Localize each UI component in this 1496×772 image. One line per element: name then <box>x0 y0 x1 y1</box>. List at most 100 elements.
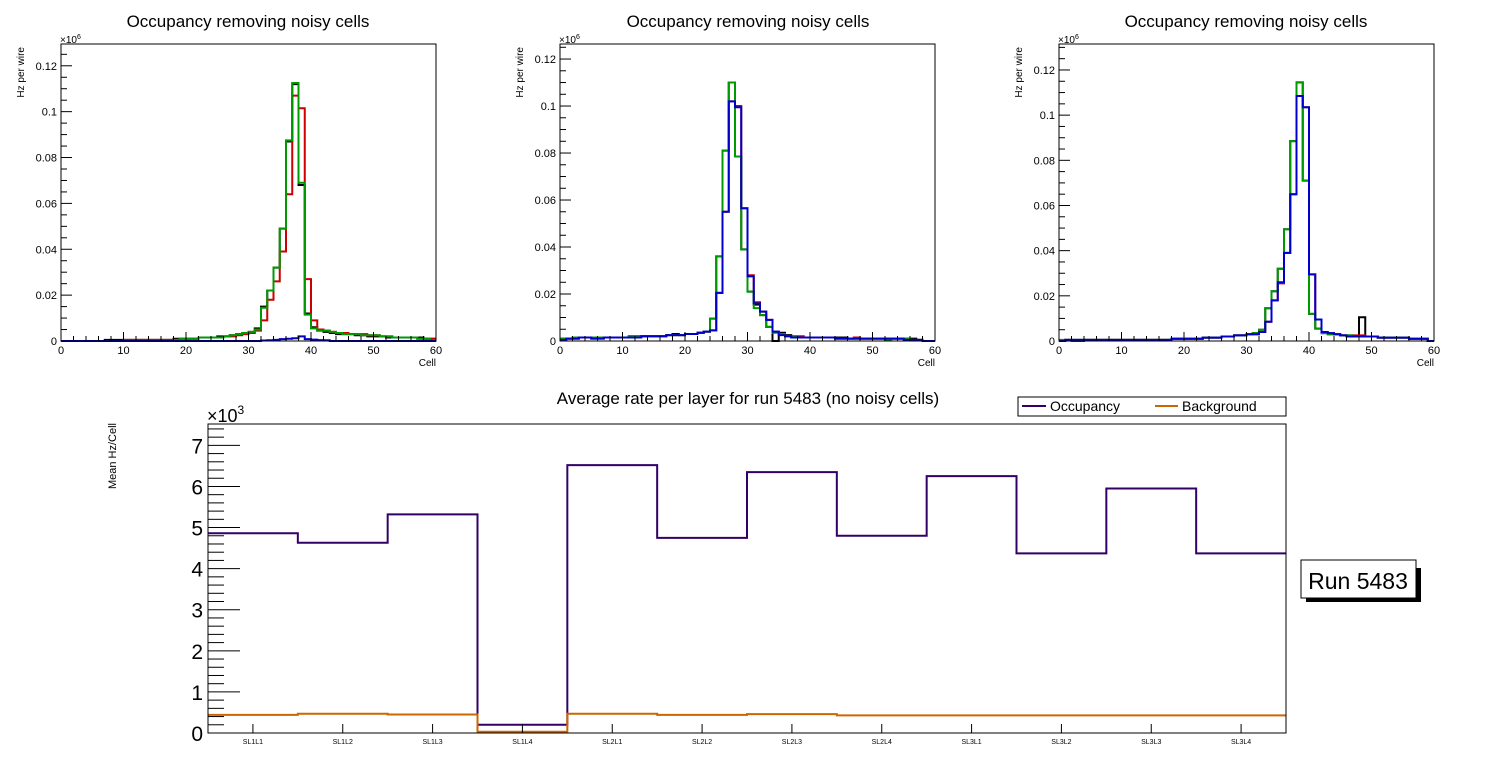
series-line-occupancy <box>208 464 1286 726</box>
x-tick-label: 10 <box>117 345 129 357</box>
legend-label-background: Background <box>1182 398 1257 414</box>
y-tick-label: 3 <box>191 600 203 623</box>
series-line-layer2 <box>61 94 436 342</box>
chart-title: Average rate per layer for run 5483 (no … <box>557 389 939 408</box>
series-line-layer3 <box>61 81 436 342</box>
y-tick-label: 2 <box>191 641 203 664</box>
x-tick-label: 20 <box>180 345 192 357</box>
x-category-label: SL2L3 <box>782 739 802 746</box>
x-tick-label: 50 <box>1365 345 1377 357</box>
x-tick-label: 40 <box>1303 345 1315 357</box>
y-multiplier-label: ×103 <box>207 403 245 426</box>
y-axis-label: Hz per wire <box>515 47 526 98</box>
y-tick-label: 0.06 <box>36 198 57 210</box>
x-tick-label: 60 <box>929 345 941 357</box>
y-axis-label: Hz per wire <box>16 47 27 98</box>
y-multiplier-exponent: 6 <box>77 34 81 41</box>
x-category-label: SL3L4 <box>1231 739 1251 746</box>
x-tick-label: 0 <box>58 345 64 357</box>
x-axis-label: Cell <box>1417 358 1434 369</box>
series-line-layer1 <box>61 83 436 342</box>
legend-box <box>1017 396 1287 417</box>
y-multiplier-base: ×10 <box>60 35 77 46</box>
y-tick-label: 1 <box>191 682 203 705</box>
series-line-layer4 <box>1059 94 1434 342</box>
y-multiplier-base: ×10 <box>207 406 238 426</box>
x-category-label: SL1L3 <box>422 739 442 746</box>
y-multiplier-exponent: 6 <box>1075 34 1079 41</box>
run-label-frame <box>1300 559 1417 599</box>
x-tick-label: 60 <box>1428 345 1440 357</box>
y-multiplier-base: ×10 <box>1058 35 1075 46</box>
x-category-label: SL2L2 <box>692 739 712 746</box>
y-tick-label: 0.1 <box>42 107 57 119</box>
y-tick-label: 0.02 <box>535 289 556 301</box>
x-tick-label: 10 <box>616 345 628 357</box>
y-tick-label: 5 <box>191 518 203 541</box>
y-tick-label: 0.12 <box>535 54 556 66</box>
y-tick-label: 0.08 <box>1034 155 1055 167</box>
y-tick-label: 0.02 <box>1034 291 1055 303</box>
x-category-label: SL1L1 <box>243 739 263 746</box>
y-tick-label: 4 <box>191 559 203 582</box>
y-tick-label: 0.1 <box>541 101 556 113</box>
histogram-panel-3: Occupancy removing noisy cells 0 10 20 30 40 5… <box>1014 12 1440 369</box>
y-multiplier-exponent: 6 <box>576 34 580 41</box>
x-tick-label: 30 <box>242 345 254 357</box>
histogram-panel-2: Occupancy removing noisy cells 0 10 20 30 40 5… <box>515 12 941 369</box>
y-multiplier-base: ×10 <box>559 35 576 46</box>
x-tick-label: 30 <box>1240 345 1252 357</box>
series-line-layer1 <box>1059 81 1434 342</box>
x-category-label: SL2L1 <box>602 739 622 746</box>
x-category-label: SL3L2 <box>1051 739 1071 746</box>
x-tick-label: 10 <box>1115 345 1127 357</box>
plot-frame <box>1058 43 1435 342</box>
y-multiplier-exponent: 3 <box>238 403 245 417</box>
y-tick-label: 0.08 <box>535 148 556 160</box>
legend: Occupancy Background <box>1017 396 1287 417</box>
legend-label-occupancy: Occupancy <box>1050 398 1120 414</box>
x-axis-label: Cell <box>419 358 436 369</box>
x-tick-label: 60 <box>430 345 442 357</box>
y-tick-label: 0 <box>51 336 57 348</box>
x-category-label: SL1L4 <box>512 739 532 746</box>
y-tick-label: 0.04 <box>535 242 556 254</box>
x-tick-label: 0 <box>557 345 563 357</box>
panel-title: Occupancy removing noisy cells <box>627 12 870 31</box>
panel-title: Occupancy removing noisy cells <box>127 12 370 31</box>
x-axis-label: Cell <box>918 358 935 369</box>
x-category-label: SL3L1 <box>961 739 981 746</box>
y-tick-label: 0.06 <box>1034 200 1055 212</box>
y-tick-label: 0 <box>191 723 203 746</box>
y-tick-label: 0 <box>550 336 556 348</box>
y-tick-label: 0.04 <box>36 244 57 256</box>
x-tick-label: 50 <box>367 345 379 357</box>
y-tick-label: 7 <box>191 435 203 458</box>
x-tick-label: 50 <box>866 345 878 357</box>
plot-frame <box>60 43 437 342</box>
x-category-label: SL2L4 <box>872 739 892 746</box>
x-tick-label: 0 <box>1056 345 1062 357</box>
x-tick-label: 30 <box>741 345 753 357</box>
plot-frame <box>559 43 936 342</box>
y-tick-label: 0 <box>1049 336 1055 348</box>
y-tick-label: 0.02 <box>36 290 57 302</box>
panel-title: Occupancy removing noisy cells <box>1125 12 1368 31</box>
y-axis-label: Hz per wire <box>1014 47 1025 98</box>
y-multiplier-label: ×106 <box>559 34 580 46</box>
y-tick-label: 0.12 <box>1034 65 1055 77</box>
x-tick-label: 40 <box>305 345 317 357</box>
y-tick-label: 0.06 <box>535 195 556 207</box>
x-tick-label: 40 <box>804 345 816 357</box>
y-tick-label: 0.12 <box>36 61 57 73</box>
x-tick-label: 20 <box>1178 345 1190 357</box>
run-label-text: Run 5483 <box>1308 568 1408 594</box>
series-line-layer3 <box>1059 81 1434 342</box>
y-tick-label: 0.04 <box>1034 246 1055 258</box>
plot-frame <box>207 423 1287 734</box>
x-tick-label: 20 <box>679 345 691 357</box>
y-axis-label: Mean Hz/Cell <box>107 423 119 489</box>
run-label-box: Run 5483 <box>1300 559 1421 602</box>
histogram-panel-1: Occupancy removing noisy cells 0 10 20 30 40 5… <box>16 12 442 369</box>
